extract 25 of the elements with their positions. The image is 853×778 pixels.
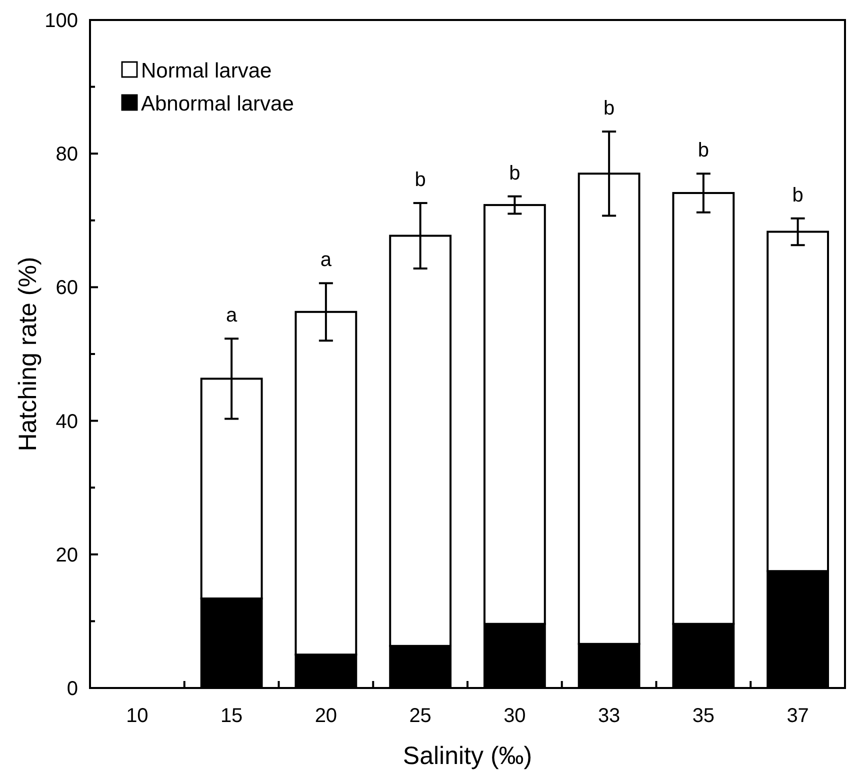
- x-tick-label: 20: [314, 705, 338, 727]
- y-tick-label: 100: [44, 10, 78, 32]
- x-tick-label: 30: [504, 705, 526, 727]
- y-tick-label: 0: [66, 678, 78, 700]
- x-tick-label: 15: [220, 705, 243, 727]
- x-tick-label: 33: [598, 705, 620, 727]
- annotation: b: [604, 98, 615, 120]
- annotation: a: [226, 304, 238, 327]
- annotation: b: [792, 184, 804, 206]
- y-tick-label: 20: [56, 544, 78, 566]
- x-tick-label: 25: [409, 705, 432, 727]
- annotation: b: [509, 162, 520, 184]
- annotation: b: [698, 140, 709, 162]
- legend-label: Normal larvae: [141, 59, 272, 82]
- legend-label: Abnormal larvae: [141, 92, 294, 116]
- y-tick-label: 60: [56, 277, 78, 300]
- x-axis-title: Salinity (‰): [402, 742, 532, 770]
- annotation: a: [320, 249, 332, 272]
- x-tick-label: 37: [786, 705, 809, 727]
- x-tick-label: 35: [692, 705, 715, 727]
- y-tick-label: 40: [56, 410, 78, 433]
- y-tick-label: 80: [56, 144, 78, 166]
- annotation: b: [414, 169, 426, 192]
- x-tick-label: 10: [126, 705, 148, 727]
- y-axis-title: Hatching rate (%): [14, 256, 42, 452]
